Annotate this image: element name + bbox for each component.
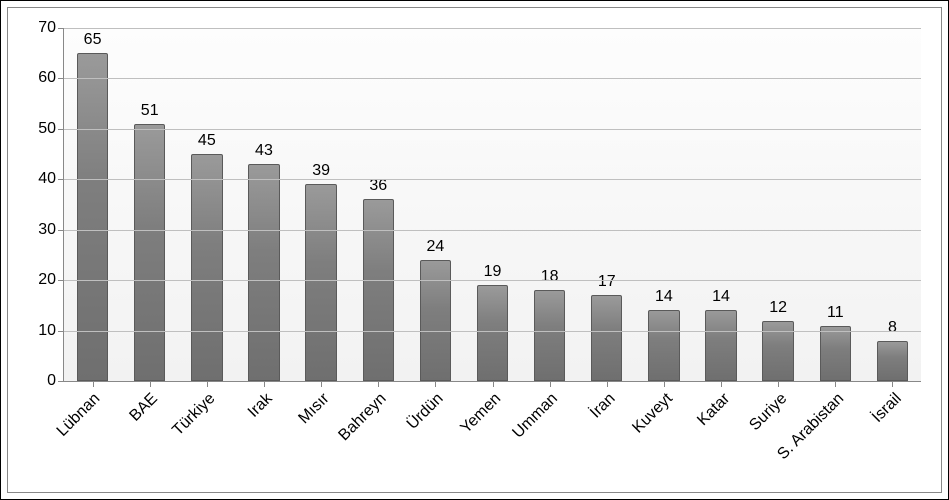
x-category-label: Mısır <box>295 390 333 428</box>
y-tick-label: 0 <box>47 372 64 390</box>
bar <box>877 341 908 381</box>
bar <box>77 53 108 381</box>
bar <box>762 321 793 382</box>
bar-value-label: 17 <box>598 273 616 291</box>
bar-value-label: 8 <box>888 319 897 337</box>
y-tick-label: 50 <box>38 120 64 138</box>
chart-inner-border: 65514543393624191817141412118 0102030405… <box>7 7 942 493</box>
gridline <box>64 28 921 29</box>
bar-value-label: 18 <box>541 268 559 286</box>
plot-area: 65514543393624191817141412118 0102030405… <box>63 28 921 382</box>
y-tick-label: 20 <box>38 271 64 289</box>
bar-value-label: 43 <box>255 142 273 160</box>
bar-value-label: 39 <box>312 162 330 180</box>
x-category-label: Yemen <box>457 390 505 438</box>
x-category-label: Irak <box>244 390 276 422</box>
bar-value-label: 12 <box>769 299 787 317</box>
x-category-label: Kuveyt <box>629 390 676 437</box>
y-tick-label: 40 <box>38 170 64 188</box>
bar-value-label: 14 <box>655 288 673 306</box>
x-category-label: BAE <box>126 390 161 425</box>
bar <box>420 260 451 381</box>
x-category-label: Türkiye <box>169 390 219 440</box>
bar <box>363 199 394 381</box>
gridline <box>64 331 921 332</box>
y-tick-label: 60 <box>38 69 64 87</box>
bar <box>305 184 336 381</box>
chart-outer-border: 65514543393624191817141412118 0102030405… <box>0 0 949 500</box>
bar <box>705 310 736 381</box>
x-category-label: Ürdün <box>404 390 448 434</box>
bar-value-label: 65 <box>84 31 102 49</box>
y-tick-label: 70 <box>38 19 64 37</box>
gridline <box>64 129 921 130</box>
y-tick-label: 10 <box>38 322 64 340</box>
bar <box>477 285 508 381</box>
bar-value-label: 19 <box>484 263 502 281</box>
x-category-label: Bahreyn <box>335 390 390 445</box>
bar-value-label: 45 <box>198 132 216 150</box>
x-category-label: Umman <box>510 390 562 442</box>
bar <box>248 164 279 381</box>
x-category-label: İran <box>587 390 619 422</box>
bar <box>534 290 565 381</box>
gridline <box>64 280 921 281</box>
bar <box>134 124 165 381</box>
x-category-label: Suriye <box>746 390 791 435</box>
bar <box>591 295 622 381</box>
x-category-label: İsrail <box>869 390 906 427</box>
bars-layer: 65514543393624191817141412118 <box>64 28 921 381</box>
x-labels-layer: LübnanBAETürkiyeIrakMısırBahreynÜrdünYem… <box>63 382 921 492</box>
x-category-label: Lübnan <box>54 390 104 440</box>
bar <box>820 326 851 381</box>
bar <box>648 310 679 381</box>
gridline <box>64 230 921 231</box>
bar-value-label: 51 <box>141 102 159 120</box>
bar-value-label: 24 <box>426 238 444 256</box>
bar-value-label: 11 <box>827 304 844 322</box>
gridline <box>64 78 921 79</box>
bar-value-label: 14 <box>712 288 730 306</box>
y-tick-label: 30 <box>38 221 64 239</box>
bar <box>191 154 222 381</box>
gridline <box>64 179 921 180</box>
x-category-label: Katar <box>694 390 734 430</box>
